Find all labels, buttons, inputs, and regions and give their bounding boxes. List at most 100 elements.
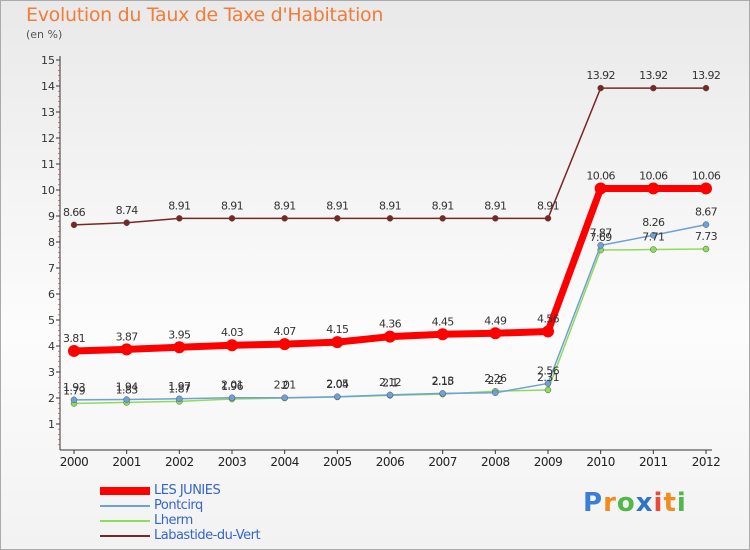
- data-point: [702, 84, 710, 92]
- data-point: [70, 396, 78, 404]
- legend-item: Labastide-du-Vert: [100, 528, 360, 544]
- data-point: [542, 325, 554, 338]
- data-point: [173, 341, 186, 354]
- data-label: 3.81: [63, 332, 85, 345]
- data-label: 13.92: [586, 69, 615, 82]
- data-point: [278, 338, 291, 351]
- logo-letter: t: [663, 488, 677, 518]
- data-label: 7.69: [590, 231, 613, 244]
- logo-letter: o: [616, 488, 636, 518]
- data-label: 8.91: [221, 199, 243, 212]
- data-point: [436, 328, 449, 341]
- data-label: 2.2: [487, 374, 503, 387]
- data-label: 2.04: [326, 378, 349, 391]
- legend-swatch: [100, 535, 150, 537]
- data-label: 8.91: [537, 199, 559, 212]
- data-point: [176, 215, 183, 222]
- data-label: 8.91: [432, 199, 454, 212]
- data-point: [702, 221, 710, 228]
- data-point: [331, 336, 344, 349]
- data-point: [386, 391, 394, 399]
- data-point: [334, 393, 341, 400]
- y-tick-label: 8: [48, 236, 55, 249]
- logo-letter: i: [653, 488, 664, 518]
- data-point: [176, 395, 183, 403]
- data-label: 4.07: [274, 325, 297, 338]
- data-label: 4.45: [432, 315, 455, 328]
- y-tick-label: 4: [48, 340, 55, 353]
- data-label: 3.87: [116, 330, 139, 343]
- data-point: [650, 231, 657, 239]
- chart-title: Evolution du Taux de Taxe d'Habitation: [26, 4, 384, 26]
- data-label: 2.31: [537, 371, 559, 384]
- proxiti-logo: Proxiti: [583, 488, 687, 518]
- data-label: 2.01: [274, 379, 296, 392]
- data-label: 7.73: [695, 230, 718, 243]
- data-label: 2.12: [379, 376, 401, 389]
- x-tick-label: 2004: [270, 455, 299, 469]
- data-label: 10.06: [586, 169, 615, 182]
- logo-letter: i: [676, 488, 687, 518]
- data-point: [228, 215, 236, 222]
- data-label: 10.06: [692, 169, 721, 182]
- data-label: 7.87: [590, 226, 613, 239]
- data-point: [334, 215, 341, 222]
- y-tick-label: 3: [48, 366, 55, 379]
- logo-letter: P: [583, 488, 604, 518]
- data-point: [281, 394, 288, 401]
- data-label: 4.49: [484, 314, 507, 327]
- legend-swatch: [100, 505, 150, 507]
- data-point: [702, 245, 710, 253]
- x-tick-label: 2010: [586, 455, 615, 469]
- data-label: 1.97: [168, 380, 191, 393]
- data-label: 8.91: [168, 199, 190, 212]
- data-label: 8.91: [326, 199, 348, 212]
- y-tick-label: 7: [48, 262, 55, 275]
- legend-swatch: [100, 487, 150, 495]
- x-tick-label: 2007: [428, 455, 457, 469]
- data-point: [544, 380, 552, 387]
- data-point: [544, 386, 552, 394]
- data-label: 2.1: [382, 376, 398, 389]
- data-point: [384, 330, 396, 343]
- data-label: 8.74: [116, 204, 139, 217]
- data-point: [123, 396, 130, 403]
- data-point: [650, 246, 657, 253]
- legend-label: LES JUNIES: [154, 483, 221, 498]
- data-label: 3.95: [168, 328, 191, 341]
- data-point: [492, 389, 499, 397]
- data-label: 8.91: [274, 199, 296, 212]
- y-tick-label: 2: [48, 392, 55, 405]
- data-label: 2.01: [221, 379, 243, 392]
- data-label: 8.66: [63, 206, 86, 219]
- legend-item: Lherm: [100, 513, 360, 529]
- data-label: 2.26: [484, 372, 507, 385]
- data-label: 1.94: [116, 381, 139, 394]
- data-point: [594, 182, 607, 195]
- chart-subtitle: (en %): [26, 28, 63, 41]
- data-label: 2.56: [537, 364, 560, 377]
- data-point: [123, 219, 130, 227]
- data-point: [70, 221, 78, 229]
- data-label: 4.15: [326, 323, 349, 336]
- data-label: 4.36: [379, 318, 402, 331]
- logo-letter: r: [603, 488, 617, 518]
- y-tick-label: 14: [41, 80, 55, 93]
- data-label: 13.92: [639, 69, 668, 82]
- data-point: [597, 84, 604, 92]
- data-label: 2.18: [432, 374, 455, 387]
- legend-label: Pontcirq: [154, 498, 203, 513]
- x-tick-label: 2012: [692, 455, 721, 469]
- y-tick-label: 12: [41, 132, 55, 145]
- x-tick-label: 2002: [165, 455, 194, 469]
- data-label: 4.03: [221, 326, 244, 339]
- data-label: 8.91: [379, 199, 401, 212]
- x-tick-label: 2006: [376, 455, 405, 469]
- data-label: 1.96: [221, 380, 244, 393]
- x-tick-label: 2011: [639, 455, 668, 469]
- data-point: [68, 344, 80, 357]
- x-tick-label: 2005: [323, 455, 352, 469]
- data-point: [439, 215, 446, 222]
- x-tick-label: 2003: [218, 455, 247, 469]
- y-tick-label: 11: [41, 158, 55, 171]
